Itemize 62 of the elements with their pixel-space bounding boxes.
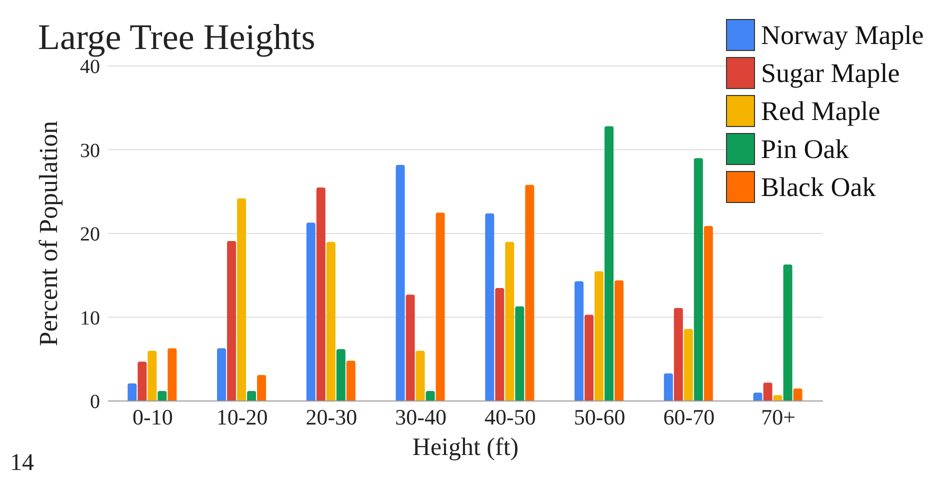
bar [505, 242, 514, 401]
y-tick-label: 20 [80, 224, 100, 246]
legend-label: Norway Maple [761, 20, 924, 50]
bar [495, 288, 504, 401]
x-tick-label: 0-10 [132, 404, 173, 430]
legend-label: Sugar Maple [761, 58, 900, 88]
bar [346, 360, 356, 401]
x-tick-label: 40-50 [484, 404, 536, 430]
bar [674, 308, 683, 401]
bar [237, 198, 246, 401]
bar [217, 348, 226, 401]
bar [704, 226, 713, 401]
bar [664, 373, 673, 401]
bar [227, 241, 236, 401]
bar [684, 328, 693, 401]
y-tick-label: 30 [80, 140, 100, 162]
bar [773, 395, 782, 401]
bar [604, 126, 614, 401]
bar [336, 349, 346, 401]
y-axis-title: Percent of Population [34, 120, 64, 346]
bar [396, 164, 405, 401]
x-tick-label: 10-20 [216, 404, 268, 430]
legend-label: Pin Oak [761, 134, 849, 164]
bar [694, 158, 703, 401]
bar [783, 264, 792, 401]
bar [763, 382, 772, 401]
x-tick-label: 60-70 [663, 404, 715, 430]
x-tick-label: 30-40 [395, 404, 446, 430]
bar [158, 390, 167, 401]
legend-label: Black Oak [761, 172, 876, 202]
bar [316, 187, 326, 401]
bar [416, 350, 425, 401]
bar [326, 242, 336, 401]
y-tick-label: 0 [90, 391, 100, 414]
bar [753, 392, 762, 401]
bar [257, 375, 266, 401]
x-axis-title: Height (ft) [412, 434, 519, 461]
bar [793, 388, 802, 401]
bar [525, 184, 534, 401]
bar [168, 348, 177, 401]
bar [485, 213, 494, 401]
bar [247, 390, 256, 401]
bar [584, 314, 594, 401]
y-tick-label: 10 [80, 307, 100, 330]
bar [138, 362, 147, 401]
bar [515, 306, 524, 401]
bar [594, 271, 604, 401]
chart-title: Large Tree Heights [38, 16, 316, 58]
bar [148, 350, 157, 401]
bar [614, 280, 624, 401]
legend-label: Red Maple [761, 96, 880, 126]
bar [436, 212, 445, 401]
x-tick-label: 70+ [761, 404, 796, 430]
bar [426, 390, 435, 401]
bar [128, 383, 137, 401]
x-tick-label: 50-60 [574, 404, 626, 430]
text: 14 [10, 450, 34, 477]
bar [406, 294, 415, 401]
bar [574, 281, 584, 401]
bar [306, 222, 316, 401]
y-tick-label: 40 [80, 56, 100, 78]
x-tick-label: 20-30 [306, 404, 358, 430]
